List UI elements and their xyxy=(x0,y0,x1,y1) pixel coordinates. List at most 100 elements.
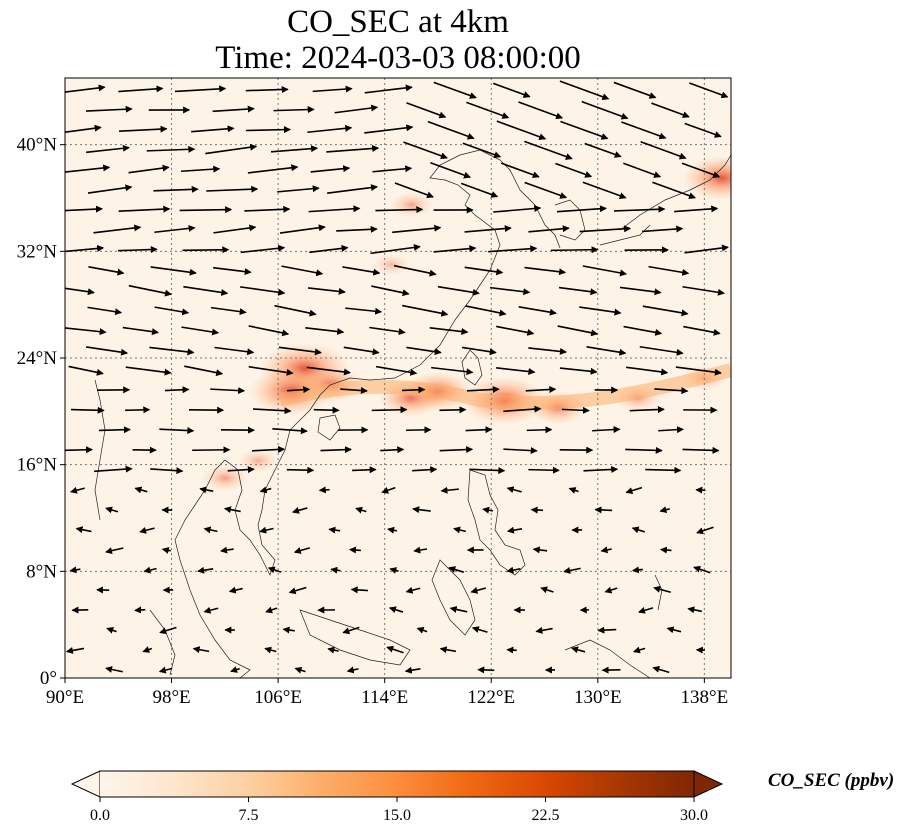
wind-arrow xyxy=(251,446,286,453)
wind-arrow xyxy=(65,446,94,454)
wind-arrow xyxy=(288,586,307,595)
wind-arrow xyxy=(105,547,124,555)
wind-arrow xyxy=(506,526,523,534)
wind-arrow xyxy=(88,266,125,276)
wind-arrow xyxy=(183,285,229,296)
wind-arrow xyxy=(184,365,224,377)
wind-arrow xyxy=(286,466,315,474)
wind-arrow xyxy=(652,181,696,199)
wind-arrow xyxy=(682,285,725,296)
wind-arrow xyxy=(253,407,292,415)
wind-arrow xyxy=(496,325,535,336)
wind-arrow xyxy=(561,406,590,414)
lat-tick-label: 16°N xyxy=(17,455,58,476)
colorbar-tick-label: 0.0 xyxy=(90,807,110,824)
wind-arrow xyxy=(631,526,646,534)
wind-arrow xyxy=(439,446,474,454)
wind-arrow xyxy=(597,626,617,634)
wind-arrow xyxy=(150,467,184,475)
wind-arrow xyxy=(674,205,719,213)
wind-arrow xyxy=(496,367,536,375)
wind-arrow xyxy=(134,486,148,494)
wind-arrow xyxy=(143,566,157,574)
wind-arrow xyxy=(582,265,628,277)
wind-arrow xyxy=(666,626,682,634)
wind-arrow xyxy=(174,85,227,93)
wind-arrow xyxy=(412,466,438,474)
wind-arrow xyxy=(503,405,542,413)
wind-arrow xyxy=(449,606,468,613)
wind-arrow xyxy=(592,426,621,434)
wind-arrow xyxy=(355,506,367,514)
wind-arrow xyxy=(223,506,241,514)
wind-arrow xyxy=(503,447,538,455)
axis-ticks: 90°E 98°E 106°E 114°E 122°E 130°E 138°E 0° 8°N 16… xyxy=(17,135,729,708)
lat-tick-label: 0° xyxy=(40,668,57,689)
wind-arrow xyxy=(65,164,111,173)
wind-arrow xyxy=(557,325,599,337)
wind-arrow xyxy=(210,306,247,316)
wind-arrow xyxy=(613,81,657,99)
wind-arrow xyxy=(623,162,662,178)
wind-arrow xyxy=(619,286,662,296)
wind-arrow xyxy=(437,285,480,296)
wind-arrow xyxy=(278,346,322,356)
wind-arrow xyxy=(524,266,567,276)
wind-arrow xyxy=(433,245,477,253)
wind-arrow xyxy=(336,225,378,233)
wind-arrow xyxy=(471,626,488,633)
wind-arrow xyxy=(309,244,349,254)
wind-arrow xyxy=(559,80,610,101)
wind-arrow xyxy=(65,205,103,213)
wind-arrow xyxy=(439,646,457,654)
wind-arrow xyxy=(192,646,210,654)
wind-arrow xyxy=(493,82,531,98)
co-plume-9 xyxy=(682,155,731,201)
wind-arrow xyxy=(682,446,720,454)
lat-tick-label: 8°N xyxy=(26,561,57,582)
wind-arrow xyxy=(651,102,690,119)
wind-arrow xyxy=(308,205,361,213)
wind-arrow xyxy=(466,101,510,119)
wind-arrow xyxy=(117,246,158,254)
wind-arrow xyxy=(440,486,459,494)
wind-arrow xyxy=(287,386,311,394)
wind-arrow xyxy=(465,426,493,434)
wind-arrow xyxy=(448,566,465,573)
wind-arrow xyxy=(154,306,190,316)
lat-tick-label: 24°N xyxy=(17,348,58,369)
colorbar-tick-label: 7.5 xyxy=(239,807,259,824)
wind-arrow xyxy=(142,646,153,653)
wind-arrow xyxy=(248,325,290,337)
colorbar-title: CO_SEC (ppbv) xyxy=(768,770,895,791)
wind-arrow xyxy=(381,486,396,494)
wind-arrow xyxy=(334,104,379,114)
wind-arrow xyxy=(259,526,274,534)
wind-vectors xyxy=(65,80,729,674)
wind-arrow xyxy=(364,124,414,134)
wind-arrow xyxy=(653,585,671,593)
wind-arrow xyxy=(274,304,317,317)
wind-arrow xyxy=(227,466,255,474)
wind-arrow xyxy=(506,646,517,654)
wind-arrow xyxy=(346,666,359,674)
wind-arrow xyxy=(128,284,172,297)
wind-arrow xyxy=(139,526,155,534)
wind-arrow xyxy=(150,266,197,276)
wind-arrow xyxy=(134,606,146,614)
wind-arrow xyxy=(330,566,341,574)
wind-arrow xyxy=(626,366,669,376)
wind-arrow xyxy=(433,81,477,99)
figure-title: CO_SEC at 4km xyxy=(287,4,509,40)
wind-arrow xyxy=(594,506,613,514)
wind-arrow xyxy=(279,224,326,234)
wind-arrow xyxy=(273,106,315,114)
wind-arrow xyxy=(386,645,404,654)
wind-arrow xyxy=(159,427,195,435)
wind-arrow xyxy=(371,285,410,297)
wind-arrow xyxy=(213,266,252,276)
wind-arrow xyxy=(294,666,306,674)
colorbar-extend-max xyxy=(693,770,724,798)
wind-arrow xyxy=(265,606,278,614)
wind-arrow xyxy=(369,326,406,336)
